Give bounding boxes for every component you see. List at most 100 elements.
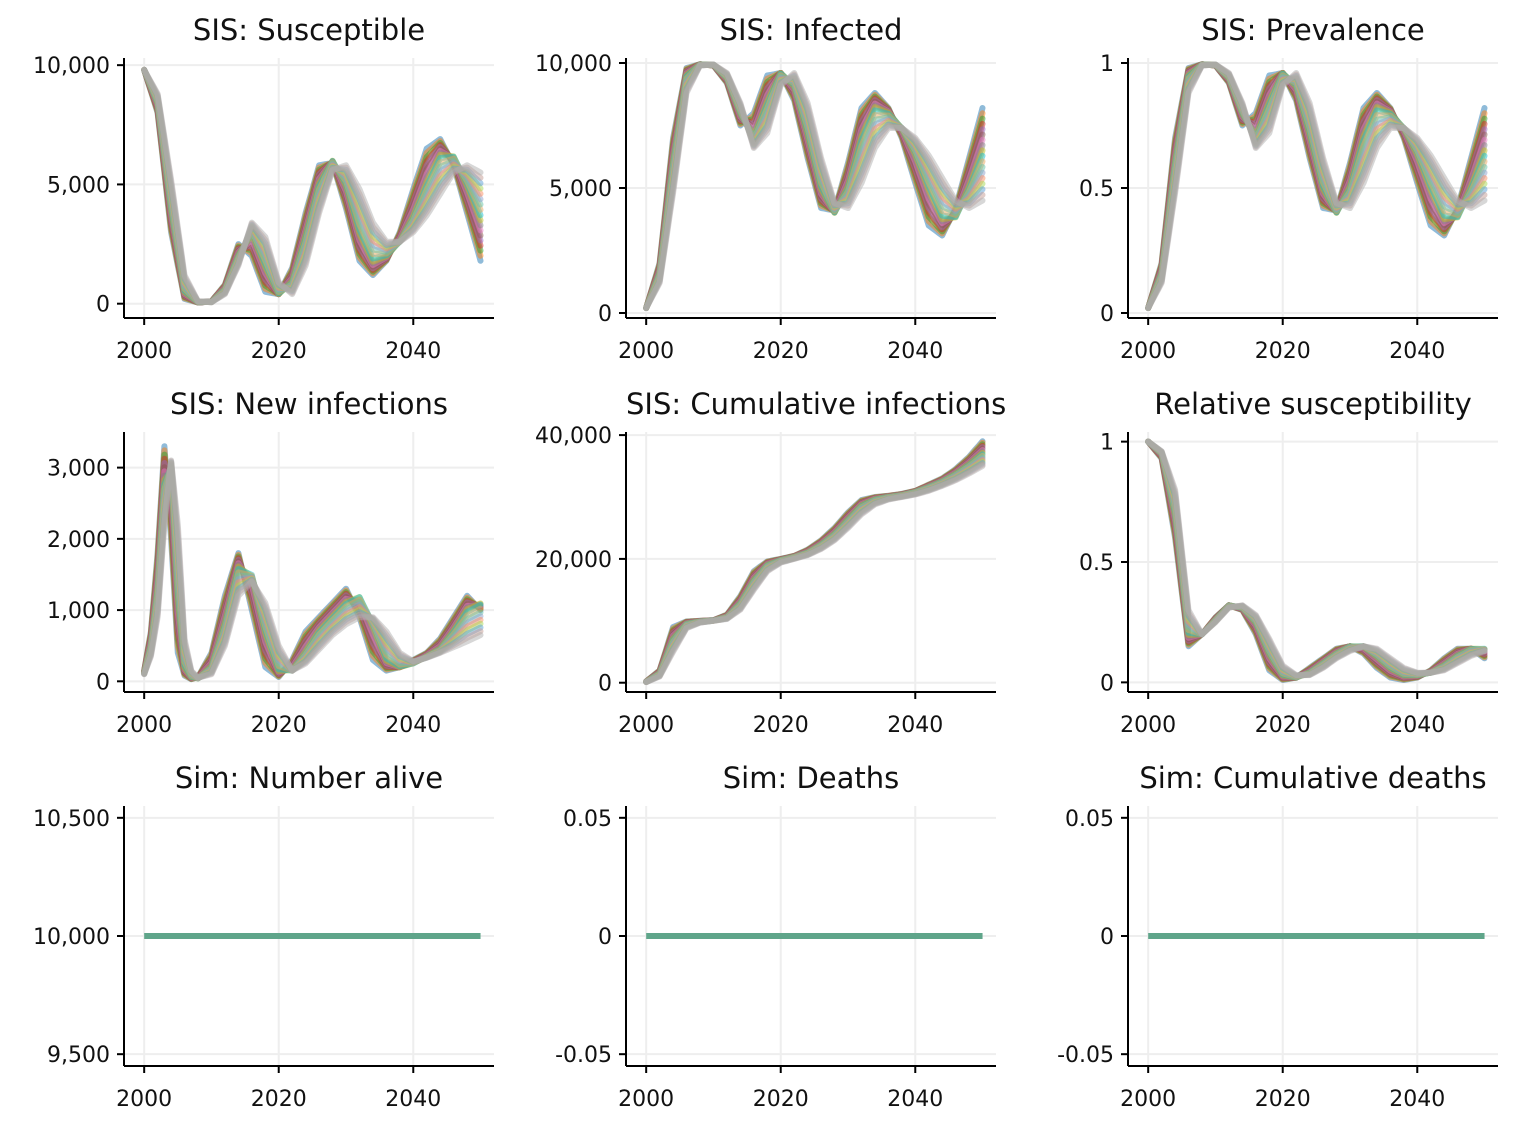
series-line <box>1145 61 1488 311</box>
chart-title: SIS: Cumulative infections <box>626 387 1007 421</box>
series-line <box>1145 438 1488 681</box>
x-tick-label: 2000 <box>116 1087 172 1112</box>
x-tick-label: 2000 <box>1120 713 1176 738</box>
chart-svg: 2000 2020 2040 -0.05 0 0.05 <box>1057 806 1498 1112</box>
y-tick-label: 10,500 <box>33 807 110 832</box>
y-tick-label: 0 <box>598 302 612 327</box>
y-tick-label: 0.05 <box>1065 807 1114 832</box>
chart-svg: 2000 2020 2040 0 1,000 2,000 3,000 <box>47 432 494 738</box>
chart-svg: 2000 2020 2040 9,500 10,000 10,500 <box>33 806 494 1112</box>
series-line <box>141 457 484 681</box>
x-tick-label: 2000 <box>618 1087 674 1112</box>
series-line <box>643 457 986 685</box>
x-tick-label: 2000 <box>618 339 674 364</box>
y-tick-label: 0 <box>1100 671 1114 696</box>
y-tick-label: 0.05 <box>563 807 612 832</box>
chart-svg: 2000 2020 2040 0 5,000 10,000 <box>33 54 494 364</box>
series-line <box>1145 438 1488 683</box>
x-tick-label: 2000 <box>116 713 172 738</box>
x-tick-label: 2040 <box>385 1087 441 1112</box>
y-tick-label: 5,000 <box>47 173 110 198</box>
chart-title: Relative susceptibility <box>1154 387 1472 421</box>
x-tick-label: 2000 <box>116 339 172 364</box>
series-line <box>1145 438 1488 683</box>
series-line <box>643 439 986 685</box>
series-line <box>643 458 986 685</box>
y-tick-label: 0 <box>1100 302 1114 327</box>
series-line <box>1145 438 1488 681</box>
y-tick-label: 0 <box>598 672 612 697</box>
y-tick-label: -0.05 <box>1057 1043 1114 1068</box>
series-line <box>643 460 986 685</box>
y-tick-label: 0.5 <box>1079 177 1114 202</box>
x-tick-label: 2040 <box>385 339 441 364</box>
series-line <box>643 441 986 685</box>
chart-panel: SIS: Prevalence 2000 2020 2040 0 0.5 1 <box>1004 0 1504 370</box>
chart-title: SIS: Susceptible <box>192 13 426 47</box>
series-line <box>1145 438 1488 681</box>
chart-title: Sim: Number alive <box>174 761 444 795</box>
x-tick-label: 2020 <box>753 1087 809 1112</box>
x-tick-label: 2020 <box>753 713 809 738</box>
x-tick-label: 2000 <box>618 713 674 738</box>
y-tick-label: 1 <box>1100 52 1114 77</box>
x-tick-label: 2040 <box>1389 1087 1445 1112</box>
x-tick-label: 2040 <box>887 713 943 738</box>
y-tick-label: 40,000 <box>535 424 612 449</box>
x-tick-label: 2020 <box>753 339 809 364</box>
y-tick-label: -0.05 <box>555 1043 612 1068</box>
series-line <box>643 461 986 686</box>
y-tick-label: 9,500 <box>47 1043 110 1068</box>
x-tick-label: 2040 <box>1389 339 1445 364</box>
chart-svg: 2000 2020 2040 0 0.5 1 <box>1079 431 1498 738</box>
chart-title: SIS: Prevalence <box>1201 13 1425 47</box>
series-line <box>141 66 484 306</box>
chart-panel: SIS: Infected 2000 2020 2040 0 5,000 10,000 <box>502 0 1002 370</box>
x-tick-label: 2000 <box>1120 339 1176 364</box>
chart-svg: 2000 2020 2040 0 20,000 40,000 <box>535 424 996 738</box>
series-line <box>1145 438 1488 681</box>
x-tick-label: 2040 <box>1389 713 1445 738</box>
y-tick-label: 3,000 <box>47 457 110 482</box>
y-tick-label: 0 <box>96 293 110 318</box>
x-tick-label: 2040 <box>887 339 943 364</box>
chart-panel: SIS: Cumulative infections 2000 2020 2040 0 2… <box>502 374 1007 744</box>
series-line <box>1145 438 1488 679</box>
series-line <box>1145 438 1488 681</box>
x-tick-label: 2040 <box>887 1087 943 1112</box>
chart-panel: SIS: New infections 2000 2020 2040 0 1,000 2,0… <box>0 374 500 744</box>
x-tick-label: 2020 <box>1255 339 1311 364</box>
chart-svg: 2000 2020 2040 -0.05 0 0.05 <box>555 806 996 1112</box>
y-tick-label: 0 <box>1100 925 1114 950</box>
y-tick-label: 5,000 <box>549 177 612 202</box>
chart-title: Sim: Deaths <box>722 761 900 795</box>
x-tick-label: 2020 <box>251 713 307 738</box>
chart-title: SIS: New infections <box>170 387 448 421</box>
y-tick-label: 1 <box>1100 431 1114 456</box>
chart-svg: 2000 2020 2040 0 5,000 10,000 <box>535 52 996 364</box>
chart-panel: Sim: Cumulative deaths 2000 2020 2040 -0.05 0… <box>1004 748 1504 1118</box>
series-line <box>1145 438 1488 682</box>
series-line <box>1145 438 1488 680</box>
x-tick-label: 2020 <box>251 1087 307 1112</box>
y-tick-label: 0 <box>96 670 110 695</box>
y-tick-label: 1,000 <box>47 599 110 624</box>
chart-panel: SIS: Susceptible 2000 2020 2040 0 5,000 10,000 <box>0 0 500 370</box>
series-line <box>1145 438 1488 682</box>
y-tick-label: 10,000 <box>33 54 110 79</box>
x-tick-label: 2040 <box>385 713 441 738</box>
series-line <box>643 438 986 685</box>
series-line <box>1145 438 1488 680</box>
x-tick-label: 2020 <box>251 339 307 364</box>
y-tick-label: 20,000 <box>535 548 612 573</box>
y-tick-label: 10,000 <box>535 52 612 77</box>
series-line <box>643 61 986 311</box>
y-tick-label: 0 <box>598 925 612 950</box>
y-tick-label: 2,000 <box>47 528 110 553</box>
y-tick-label: 10,000 <box>33 925 110 950</box>
x-tick-label: 2020 <box>1255 1087 1311 1112</box>
chart-panel: Sim: Deaths 2000 2020 2040 -0.05 0 0.05 <box>502 748 1002 1118</box>
chart-panel: Relative susceptibility 2000 2020 2040 0 0.5 1 <box>1004 374 1504 744</box>
x-tick-label: 2020 <box>1255 713 1311 738</box>
